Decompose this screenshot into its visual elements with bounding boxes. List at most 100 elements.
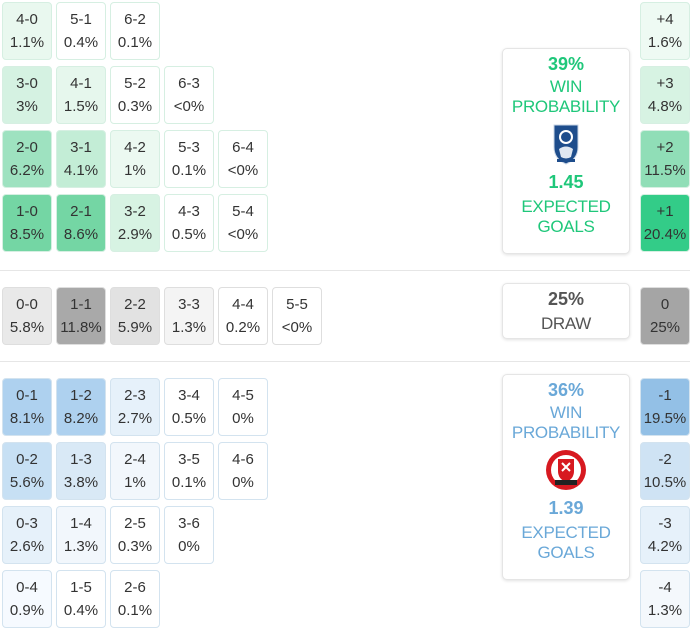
score-probability: 1.1% bbox=[9, 34, 45, 51]
away-win-percentage: 36% bbox=[547, 380, 585, 400]
home-win-card: 39% WIN PROBABILITY 1.45 EXPECTED GOALS bbox=[502, 48, 630, 254]
score-cell: 4-5 0% bbox=[218, 378, 268, 436]
margin-label: -4 bbox=[658, 579, 672, 596]
score-label: 3-1 bbox=[70, 139, 92, 156]
score-cell: 5-3 0.1% bbox=[164, 130, 214, 188]
score-cell: 0-2 5.6% bbox=[2, 442, 52, 500]
win-label: WIN bbox=[549, 403, 583, 422]
score-probability: 1.5% bbox=[63, 98, 99, 115]
score-label: 1-2 bbox=[70, 387, 92, 404]
score-cell: 1-2 8.2% bbox=[56, 378, 106, 436]
score-probability: 3% bbox=[16, 98, 38, 115]
win-label: WIN bbox=[549, 77, 583, 96]
score-probability: 8.2% bbox=[63, 410, 99, 427]
score-probability: 1.3% bbox=[171, 319, 207, 336]
birmingham-crest-icon bbox=[551, 123, 581, 165]
score-label: 6-4 bbox=[232, 139, 254, 156]
draw-label: DRAW bbox=[540, 314, 592, 333]
score-cell: 4-2 1% bbox=[110, 130, 160, 188]
score-probability: 0.5% bbox=[171, 410, 207, 427]
score-label: 0-2 bbox=[16, 451, 38, 468]
score-cell: 6-2 0.1% bbox=[110, 2, 160, 60]
score-label: 3-0 bbox=[16, 75, 38, 92]
score-cell: 4-4 0.2% bbox=[218, 287, 268, 345]
score-probability: 6.2% bbox=[9, 162, 45, 179]
score-label: 1-3 bbox=[70, 451, 92, 468]
margin-cell: -1 19.5% bbox=[640, 378, 690, 436]
score-cell: 1-3 3.8% bbox=[56, 442, 106, 500]
margin-label: +3 bbox=[656, 75, 674, 92]
margin-label: -1 bbox=[658, 387, 672, 404]
score-cell: 1-0 8.5% bbox=[2, 194, 52, 252]
score-probability: 0.9% bbox=[9, 602, 45, 619]
probability-label: PROBABILITY bbox=[511, 97, 621, 116]
score-label: 3-4 bbox=[178, 387, 200, 404]
margin-probability: 19.5% bbox=[643, 410, 687, 427]
score-probability: 0.1% bbox=[171, 474, 207, 491]
score-label: 2-2 bbox=[124, 296, 146, 313]
away-win-card: 36% WIN PROBABILITY 1.39 EXPECTED GOALS bbox=[502, 374, 630, 580]
score-cell: 4-6 0% bbox=[218, 442, 268, 500]
score-label: 2-5 bbox=[124, 515, 146, 532]
score-label: 5-2 bbox=[124, 75, 146, 92]
score-probability: 5.8% bbox=[9, 319, 45, 336]
score-probability: 0.3% bbox=[117, 98, 153, 115]
score-probability: 0.2% bbox=[225, 319, 261, 336]
score-label: 2-4 bbox=[124, 451, 146, 468]
margin-probability: 20.4% bbox=[643, 226, 687, 243]
score-cell: 3-4 0.5% bbox=[164, 378, 214, 436]
margin-label: +1 bbox=[656, 203, 674, 220]
score-probability: <0% bbox=[227, 226, 259, 243]
score-label: 2-1 bbox=[70, 203, 92, 220]
expected-label: EXPECTED bbox=[521, 197, 611, 216]
score-probability: 8.1% bbox=[9, 410, 45, 427]
margin-probability: 1.6% bbox=[647, 34, 683, 51]
score-label: 4-0 bbox=[16, 11, 38, 28]
score-label: 3-2 bbox=[124, 203, 146, 220]
goals-label: GOALS bbox=[537, 543, 595, 562]
score-cell: 0-3 2.6% bbox=[2, 506, 52, 564]
score-label: 2-6 bbox=[124, 579, 146, 596]
score-label: 4-5 bbox=[232, 387, 254, 404]
margin-probability: 10.5% bbox=[643, 474, 687, 491]
margin-cell: -4 1.3% bbox=[640, 570, 690, 628]
score-cell: 6-4 <0% bbox=[218, 130, 268, 188]
section-divider bbox=[0, 270, 690, 271]
score-label: 5-1 bbox=[70, 11, 92, 28]
margin-cell: -3 4.2% bbox=[640, 506, 690, 564]
score-probability: 0% bbox=[178, 538, 200, 555]
away-expected-goals: 1.39 bbox=[548, 498, 584, 518]
score-probability: 2.7% bbox=[117, 410, 153, 427]
home-win-percentage: 39% bbox=[547, 54, 585, 74]
score-label: 5-4 bbox=[232, 203, 254, 220]
draw-percentage: 25% bbox=[547, 289, 585, 309]
score-cell: 5-1 0.4% bbox=[56, 2, 106, 60]
score-label: 1-5 bbox=[70, 579, 92, 596]
score-cell: 2-5 0.3% bbox=[110, 506, 160, 564]
score-label: 2-3 bbox=[124, 387, 146, 404]
score-cell: 2-3 2.7% bbox=[110, 378, 160, 436]
score-cell: 3-6 0% bbox=[164, 506, 214, 564]
score-label: 1-1 bbox=[70, 296, 92, 313]
score-label: 0-3 bbox=[16, 515, 38, 532]
score-label: 6-3 bbox=[178, 75, 200, 92]
score-cell: 6-3 <0% bbox=[164, 66, 214, 124]
score-cell: 4-1 1.5% bbox=[56, 66, 106, 124]
margin-cell: +1 20.4% bbox=[640, 194, 690, 252]
score-label: 6-2 bbox=[124, 11, 146, 28]
score-probability: 1% bbox=[124, 162, 146, 179]
score-cell: 5-5 <0% bbox=[272, 287, 322, 345]
margin-cell: 0 25% bbox=[640, 287, 690, 345]
margin-label: +2 bbox=[656, 139, 674, 156]
margin-probability: 4.8% bbox=[647, 98, 683, 115]
margin-label: 0 bbox=[660, 296, 670, 313]
home-expected-goals: 1.45 bbox=[548, 172, 584, 192]
margin-cell: +3 4.8% bbox=[640, 66, 690, 124]
score-probability: 0% bbox=[232, 474, 254, 491]
score-cell: 3-2 2.9% bbox=[110, 194, 160, 252]
score-cell: 2-2 5.9% bbox=[110, 287, 160, 345]
score-cell: 5-2 0.3% bbox=[110, 66, 160, 124]
score-label: 2-0 bbox=[16, 139, 38, 156]
margin-probability: 1.3% bbox=[647, 602, 683, 619]
draw-card: 25% DRAW bbox=[502, 283, 630, 339]
